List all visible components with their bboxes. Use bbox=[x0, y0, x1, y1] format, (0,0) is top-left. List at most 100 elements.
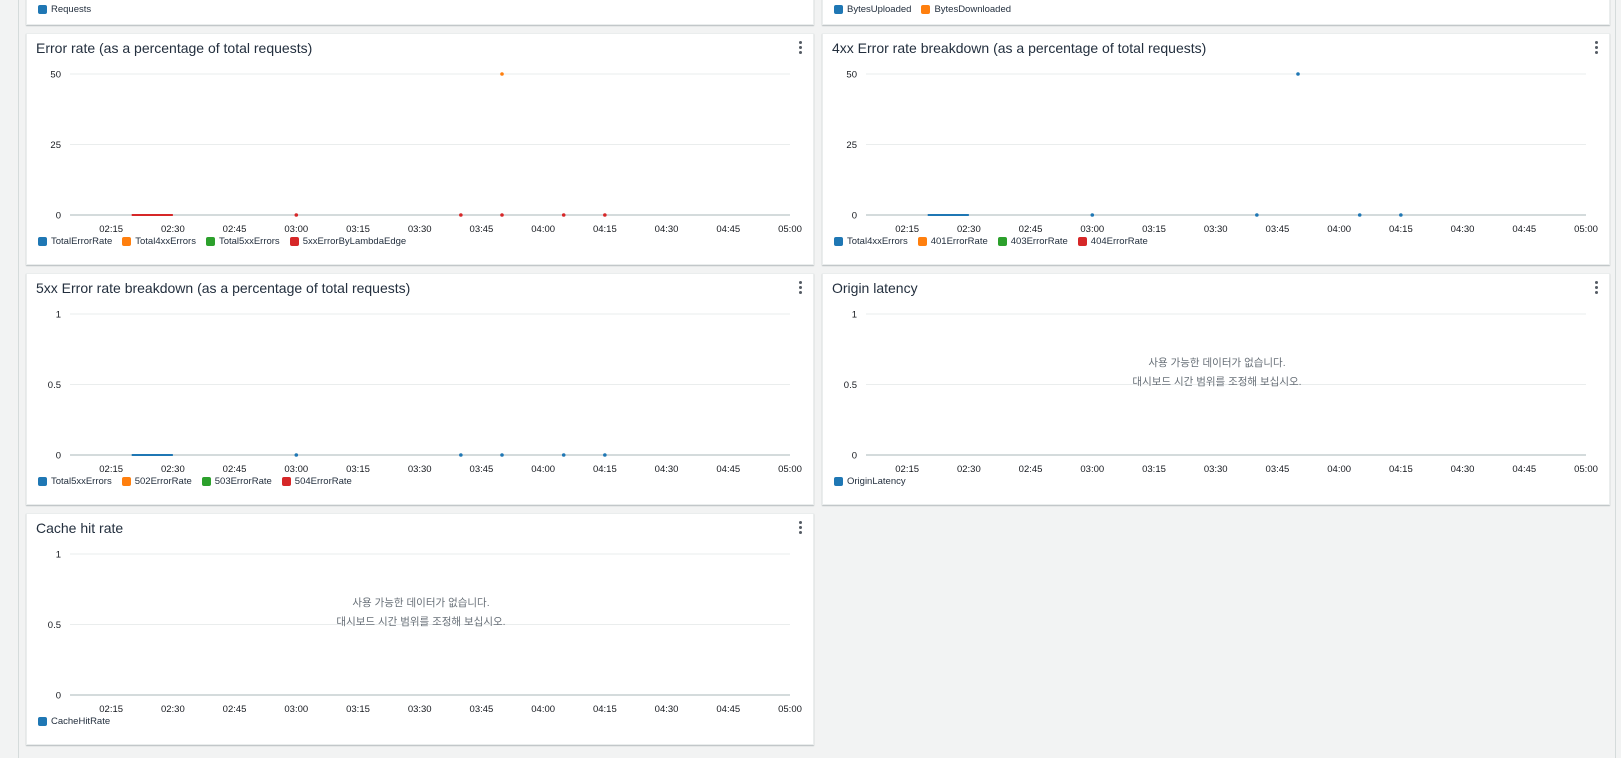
legend-item[interactable]: TotalErrorRate bbox=[38, 236, 112, 247]
data-point[interactable] bbox=[1255, 213, 1259, 217]
cache-hit-rate-widget: Cache hit rate 0 0.5 1 02:15 02:30 02:45 03:00 0… bbox=[26, 513, 814, 745]
x-tick-label: 03:30 bbox=[408, 704, 432, 715]
legend-label: TotalErrorRate bbox=[51, 236, 113, 247]
data-point[interactable] bbox=[500, 453, 504, 457]
legend-label: 503ErrorRate bbox=[214, 476, 272, 487]
legend-swatch bbox=[834, 477, 843, 486]
data-point[interactable] bbox=[1296, 72, 1300, 76]
legend-item[interactable]: 503ErrorRate bbox=[201, 476, 272, 487]
legend-swatch bbox=[289, 237, 299, 246]
chart[interactable]: 0 0.5 1 02:15 02:30 02:45 03:00 03:15 03:30 03:45… bbox=[823, 274, 1610, 505]
legend-item[interactable]: BytesUploaded bbox=[834, 4, 911, 15]
y-tick-label: 1 bbox=[852, 310, 857, 321]
legend-label: 403ErrorRate bbox=[1010, 236, 1068, 247]
y-tick-label: 0.5 bbox=[48, 380, 61, 391]
data-point[interactable] bbox=[500, 72, 504, 76]
legend-label: CacheHitRate bbox=[51, 716, 111, 727]
x-tick-label: 04:00 bbox=[531, 224, 555, 235]
x-tick-label: 04:15 bbox=[1389, 224, 1413, 235]
y-tick-label: 50 bbox=[50, 70, 61, 81]
chart-legend: OriginLatency bbox=[834, 476, 906, 487]
widget-actions-menu-icon[interactable] bbox=[797, 520, 803, 534]
y-tick-label: 0 bbox=[852, 451, 857, 462]
data-point[interactable] bbox=[603, 213, 607, 217]
legend-item[interactable]: OriginLatency bbox=[834, 476, 906, 487]
x-tick-label: 03:30 bbox=[408, 464, 432, 475]
x-tick-label: 04:15 bbox=[1389, 464, 1413, 475]
origin-latency-widget: Origin latency 0 0.5 1 02:15 02:30 02:45 03:00 0… bbox=[822, 273, 1610, 505]
legend-swatch bbox=[205, 237, 215, 246]
x-tick-label: 04:00 bbox=[1327, 464, 1351, 475]
widget-actions-menu-icon[interactable] bbox=[797, 280, 803, 294]
legend-label: 404ErrorRate bbox=[1090, 236, 1148, 247]
legend-label: 502ErrorRate bbox=[134, 476, 192, 487]
x-tick-label: 02:15 bbox=[99, 704, 123, 715]
no-data-message: 사용 가능한 데이터가 없습니다. 대시보드 시간 범위를 조정해 보십시오. bbox=[27, 594, 813, 632]
legend-item[interactable]: 401ErrorRate bbox=[917, 236, 988, 247]
chart[interactable]: 0 25 50 02:15 02:30 02:45 03:00 03:15 03:30 03:45… bbox=[823, 34, 1610, 265]
x-tick-label: 04:45 bbox=[1512, 224, 1536, 235]
x-tick-label: 03:15 bbox=[346, 704, 370, 715]
data-point[interactable] bbox=[1399, 213, 1403, 217]
data-point[interactable] bbox=[294, 213, 299, 217]
x-tick-label: 03:00 bbox=[1080, 464, 1104, 475]
x-tick-label: 03:15 bbox=[346, 224, 370, 235]
legend-swatch bbox=[121, 477, 131, 486]
legend-item[interactable]: Total5xxErrors bbox=[205, 236, 280, 247]
y-tick-label: 0 bbox=[56, 451, 61, 462]
no-data-line: 사용 가능한 데이터가 없습니다. bbox=[352, 597, 490, 609]
data-point[interactable] bbox=[500, 213, 504, 217]
legend-swatch bbox=[1077, 237, 1087, 246]
x-tick-label: 03:15 bbox=[1142, 224, 1166, 235]
x-tick-label: 03:30 bbox=[1204, 224, 1228, 235]
legend-label: 5xxErrorByLambdaEdge bbox=[302, 236, 407, 247]
legend-label: Total4xxErrors bbox=[847, 236, 908, 247]
legend-item[interactable]: 504ErrorRate bbox=[281, 476, 352, 487]
legend-item[interactable]: 404ErrorRate bbox=[1077, 236, 1148, 247]
left-rail bbox=[0, 0, 19, 758]
legend-item[interactable]: 403ErrorRate bbox=[997, 236, 1068, 247]
widget-actions-menu-icon[interactable] bbox=[1593, 280, 1599, 294]
chart[interactable]: 0 25 50 02:15 02:30 02:45 03:00 03:15 03:30 03:45… bbox=[27, 34, 814, 265]
requests-widget: Requests bbox=[26, 0, 814, 25]
data-point[interactable] bbox=[459, 453, 463, 457]
widget-actions-menu-icon[interactable] bbox=[1593, 40, 1599, 54]
data-point[interactable] bbox=[561, 453, 566, 457]
legend-item[interactable]: BytesDownloaded bbox=[921, 4, 1011, 15]
legend-item[interactable]: Total5xxErrors bbox=[38, 476, 112, 487]
legend-swatch bbox=[38, 5, 47, 14]
legend-swatch bbox=[921, 5, 931, 14]
x-tick-label: 03:00 bbox=[1080, 224, 1104, 235]
data-point[interactable] bbox=[459, 213, 463, 217]
chart[interactable]: 0 0.5 1 02:15 02:30 02:45 03:00 03:15 03:30 03:45… bbox=[27, 514, 814, 745]
no-data-message: 사용 가능한 데이터가 없습니다. 대시보드 시간 범위를 조정해 보십시오. bbox=[823, 354, 1609, 392]
legend-item[interactable]: Total4xxErrors bbox=[834, 236, 908, 247]
data-point[interactable] bbox=[603, 453, 607, 457]
no-data-line: 대시보드 시간 범위를 조정해 보십시오. bbox=[1132, 376, 1302, 388]
y-tick-label: 0 bbox=[56, 211, 61, 222]
right-scroll-edge bbox=[1615, 0, 1616, 758]
x-tick-label: 02:30 bbox=[957, 464, 981, 475]
data-point[interactable] bbox=[1090, 213, 1095, 217]
chart-legend: Total5xxErrors 502ErrorRate 503ErrorRate 50… bbox=[38, 476, 352, 487]
chart[interactable]: 0 0.5 1 02:15 02:30 02:45 03:00 03:15 03:30 03:45… bbox=[27, 274, 814, 505]
widget-actions-menu-icon[interactable] bbox=[797, 40, 803, 54]
legend-item[interactable]: CacheHitRate bbox=[38, 716, 110, 727]
legend-swatch bbox=[834, 237, 843, 246]
legend-label: Total5xxErrors bbox=[218, 236, 280, 247]
x-tick-label: 05:00 bbox=[778, 704, 802, 715]
data-point[interactable] bbox=[294, 453, 299, 457]
legend-item[interactable]: Requests bbox=[38, 4, 91, 15]
x-tick-label: 02:30 bbox=[161, 704, 185, 715]
x-tick-label: 04:15 bbox=[593, 464, 617, 475]
chart-legend: Total4xxErrors 401ErrorRate 403ErrorRate 40… bbox=[834, 236, 1148, 247]
x-tick-label: 04:45 bbox=[716, 224, 740, 235]
legend-item[interactable]: 502ErrorRate bbox=[121, 476, 192, 487]
x-tick-label: 02:15 bbox=[895, 464, 919, 475]
data-point[interactable] bbox=[561, 213, 566, 217]
legend-label: BytesDownloaded bbox=[934, 4, 1012, 15]
y-tick-label: 0.5 bbox=[844, 380, 857, 391]
legend-item[interactable]: 5xxErrorByLambdaEdge bbox=[289, 236, 407, 247]
data-point[interactable] bbox=[1357, 213, 1362, 217]
legend-item[interactable]: Total4xxErrors bbox=[122, 236, 196, 247]
